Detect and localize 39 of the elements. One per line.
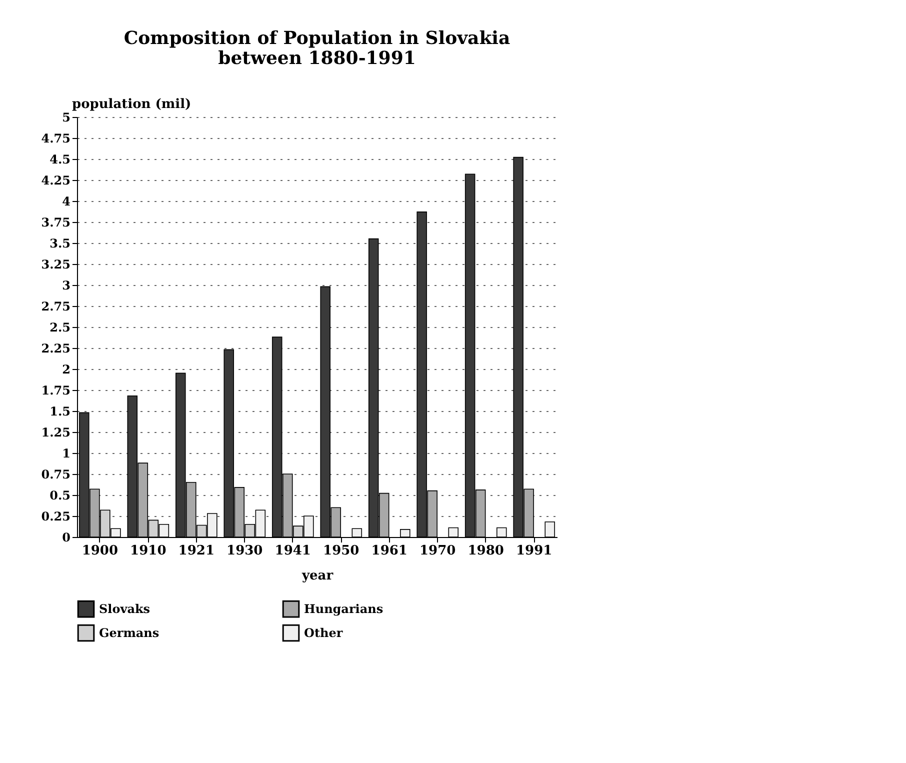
text: Composition of Population in Slovakia: [124, 28, 510, 49]
x-tick-label: 1961: [371, 544, 408, 558]
y-tick-label: 4.5: [50, 152, 70, 166]
text: between 1880-1991: [218, 48, 416, 69]
y-tick-label: 0.75: [41, 468, 70, 482]
y-tick-label: 2: [62, 362, 70, 376]
y-tick-label: 2.5: [50, 320, 70, 334]
y-tick-label: 4: [62, 194, 70, 208]
y-tick-label: 2.25: [41, 342, 70, 356]
x-tick-label: 1941: [274, 544, 311, 558]
y-tick-label: 0.5: [50, 488, 70, 502]
legend-label: Hungarians: [304, 602, 384, 616]
x-axis-title: year: [300, 568, 334, 584]
y-tick-label: 1.25: [41, 426, 70, 440]
legend-label: Slovaks: [99, 602, 150, 616]
x-tick-label: 1980: [468, 544, 504, 558]
legend-label: Germans: [99, 626, 160, 640]
y-tick-label: 3.25: [41, 258, 70, 272]
y-tick-label: 5: [62, 110, 70, 124]
x-tick-label: 1970: [420, 544, 456, 558]
x-tick-label: 1921: [178, 544, 214, 558]
x-tick-label: 1991: [516, 544, 552, 558]
y-tick-label: 3.5: [50, 236, 70, 250]
y-tick-label: 4.25: [41, 174, 70, 188]
y-tick-label: 1.5: [50, 404, 70, 418]
y-tick-label: 4.75: [41, 132, 70, 146]
y-tick-label: 1: [62, 446, 70, 460]
y-tick-label: 0.25: [41, 510, 70, 524]
y-tick-label: 3.75: [41, 216, 70, 230]
x-tick-label: 1900: [82, 544, 118, 558]
x-tick-label: 1930: [226, 544, 263, 558]
x-tick-label: 1910: [130, 544, 166, 558]
y-axis-title: population (mil): [72, 97, 192, 112]
legend-label: Other: [304, 626, 344, 640]
x-tick-label: 1950: [323, 544, 360, 558]
y-tick-label: 1.75: [41, 384, 70, 398]
y-tick-label: 3: [62, 278, 70, 292]
y-tick-label: 0: [62, 530, 70, 544]
y-tick-label: 2.75: [41, 300, 70, 314]
